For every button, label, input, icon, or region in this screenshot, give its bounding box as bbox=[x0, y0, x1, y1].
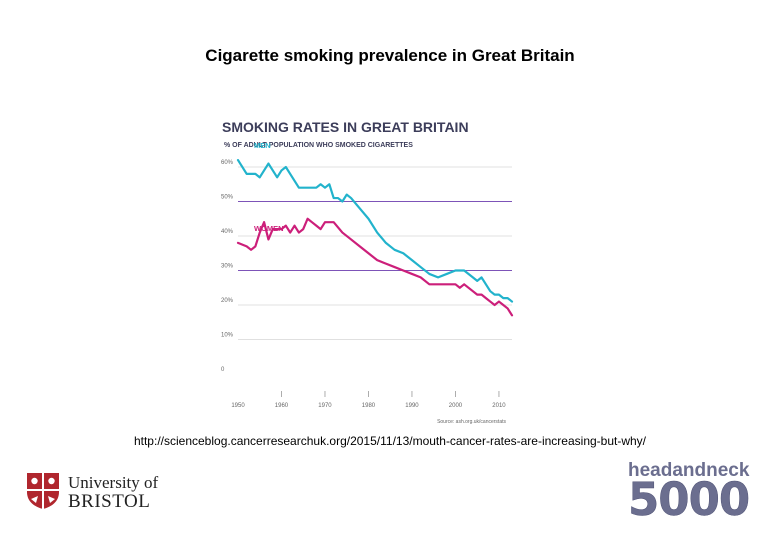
chart-subtitle: % OF ADULT POPULATION WHO SMOKED CIGARET… bbox=[224, 142, 413, 149]
x-tick-label-1950: 1950 bbox=[231, 403, 245, 409]
series-lines bbox=[236, 158, 514, 317]
headandneck-wordmark: headandneck bbox=[628, 460, 750, 481]
university-of-bristol-logo: University of BRISTOL bbox=[26, 472, 166, 512]
smoking-rates-chart: SMOKING RATES IN GREAT BRITAIN % OF ADUL… bbox=[218, 112, 518, 427]
x-tick-labels: 1950 1960 1970 1980 1990 2000 2010 bbox=[231, 403, 506, 409]
x-tick-label-1980: 1980 bbox=[362, 403, 376, 409]
university-name-line2: BRISTOL bbox=[68, 491, 151, 512]
headandneck-number: 5000 bbox=[628, 473, 751, 526]
source-url: http://scienceblog.cancerresearchuk.org/… bbox=[133, 434, 647, 448]
y-tick-label-60: 60% bbox=[221, 160, 234, 166]
y-tick-label-30: 30% bbox=[221, 264, 234, 270]
y-tick-label-0: 0 bbox=[221, 367, 225, 373]
series-label-women: WOMEN bbox=[254, 224, 284, 233]
y-tick-label-50: 50% bbox=[221, 195, 234, 201]
headandneck-5000-logo: headandneck 5000 bbox=[628, 460, 758, 524]
y-tick-label-10: 10% bbox=[221, 333, 234, 339]
series-line-men bbox=[236, 158, 514, 303]
chart-source: Source: ash.org.uk/cancerstats bbox=[437, 419, 506, 425]
x-tick-label-1990: 1990 bbox=[405, 403, 419, 409]
y-tick-label-20: 20% bbox=[221, 298, 234, 304]
y-tick-label-40: 40% bbox=[221, 229, 234, 235]
y-tick-labels: 0 10% 20% 30% 40% 50% 60% bbox=[221, 160, 234, 373]
chart-canvas: SMOKING RATES IN GREAT BRITAIN % OF ADUL… bbox=[221, 119, 514, 425]
slide-title: Cigarette smoking prevalence in Great Br… bbox=[205, 46, 575, 65]
bristol-crest-icon bbox=[27, 473, 59, 509]
series-line-women bbox=[236, 217, 514, 317]
chart-title: SMOKING RATES IN GREAT BRITAIN bbox=[222, 119, 469, 135]
grid-lines bbox=[238, 166, 512, 397]
x-tick-label-1970: 1970 bbox=[318, 403, 332, 409]
x-tick-label-1960: 1960 bbox=[275, 403, 289, 409]
series-labels: MEN WOMEN bbox=[254, 141, 284, 233]
series-label-men: MEN bbox=[254, 141, 271, 150]
x-tick-label-2010: 2010 bbox=[492, 403, 506, 409]
university-name-line1: University of bbox=[68, 473, 159, 492]
x-tick-label-2000: 2000 bbox=[449, 403, 463, 409]
